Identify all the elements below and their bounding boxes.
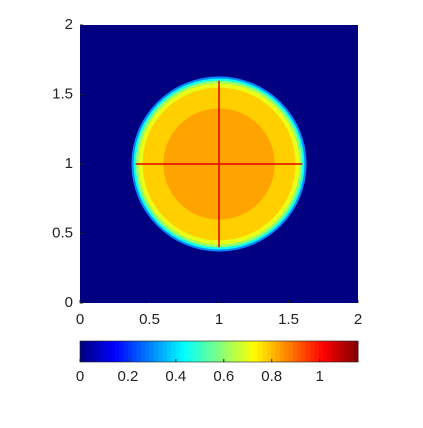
colorbar-cell <box>288 341 294 362</box>
colorbar-cell <box>153 341 159 362</box>
colorbar-cell <box>323 341 329 362</box>
colorbar-cell <box>232 341 237 362</box>
colorbar-cell <box>344 341 350 362</box>
y-tick-label: 0.5 <box>52 224 73 241</box>
colorbar-cell <box>275 341 281 362</box>
colorbar-cell <box>301 341 307 362</box>
colorbar-cell <box>158 341 164 362</box>
colorbar-cell <box>97 341 103 362</box>
colorbar-cell <box>249 341 255 362</box>
colorbar-tick-label: 0.8 <box>261 368 282 385</box>
colorbar-cell <box>179 341 185 362</box>
colorbar-tick-label: 0.2 <box>118 368 139 385</box>
colorbar-cell <box>136 341 142 362</box>
y-tick-label: 2 <box>65 16 73 33</box>
colorbar-cell <box>188 341 194 362</box>
colorbar-cell <box>227 341 233 362</box>
colorbar-cell <box>245 341 250 362</box>
x-tick-label: 0.5 <box>139 311 160 328</box>
y-tick-label: 1 <box>65 155 73 172</box>
colorbar-cell <box>271 341 276 362</box>
x-tick-label: 1.5 <box>278 311 299 328</box>
colorbar-cell <box>305 341 311 362</box>
colorbar-tick-label: 0.6 <box>213 368 234 385</box>
colorbar-cell <box>162 341 168 362</box>
colorbar-cell <box>171 341 177 362</box>
y-tick-label: 0 <box>65 294 73 311</box>
colorbar-cell <box>201 341 207 362</box>
colorbar-cell <box>110 341 116 362</box>
colorbar-cell <box>114 341 120 362</box>
colorbar-cell <box>123 341 129 362</box>
colorbar-cell <box>101 341 107 362</box>
colorbar-cell <box>214 341 220 362</box>
colorbar-cell <box>292 341 298 362</box>
colorbar-cell <box>132 341 137 362</box>
colorbar-cell <box>279 341 285 362</box>
colorbar-cell <box>327 341 333 362</box>
colorbar-tick-label: 0.4 <box>165 368 186 385</box>
colorbar-cell <box>197 341 203 362</box>
colorbar-cell <box>149 341 155 362</box>
colorbar-cell <box>219 341 224 362</box>
colorbar-cell <box>84 341 90 362</box>
colorbar-cell <box>145 341 150 362</box>
colorbar-cell <box>236 341 242 362</box>
colorbar-cell <box>88 341 94 362</box>
colorbar-cell <box>314 341 320 362</box>
colorbar-cell <box>106 341 111 362</box>
colorbar-cell <box>266 341 272 362</box>
colorbar-cell <box>258 341 263 362</box>
x-tick-label: 2 <box>354 311 362 328</box>
colorbar-cell <box>297 341 303 362</box>
colorbar-cell <box>240 341 246 362</box>
colorbar-cell <box>210 341 216 362</box>
colorbar-cell <box>310 341 316 362</box>
colorbar-cell <box>262 341 268 362</box>
colorbar-cell <box>205 341 211 362</box>
colorbar-cell <box>80 341 85 362</box>
y-tick-label: 1.5 <box>52 85 73 102</box>
colorbar-cell <box>336 341 342 362</box>
colorbar-cell <box>184 341 190 362</box>
colorbar-cell <box>353 341 359 362</box>
colorbar-cell <box>175 341 181 362</box>
colorbar-cell <box>93 341 98 362</box>
x-tick-label: 0 <box>76 311 84 328</box>
colorbar-cell <box>331 341 337 362</box>
colorbar-cell <box>119 341 124 362</box>
colorbar-cell <box>127 341 133 362</box>
colorbar-cell <box>318 341 324 362</box>
x-tick-label: 1 <box>215 311 223 328</box>
colorbar-frame <box>79 340 359 363</box>
colorbar-cell <box>192 341 198 362</box>
colorbar-cell <box>166 341 172 362</box>
colorbar-cell <box>340 341 346 362</box>
colorbar-tick-label: 0 <box>76 368 84 385</box>
colorbar-cell <box>223 341 229 362</box>
colorbar-cell <box>140 341 146 362</box>
colorbar-cell <box>349 341 355 362</box>
colorbar-tick-label: 1 <box>315 368 323 385</box>
colorbar-cell <box>253 341 259 362</box>
colorbar-cell <box>284 341 289 362</box>
